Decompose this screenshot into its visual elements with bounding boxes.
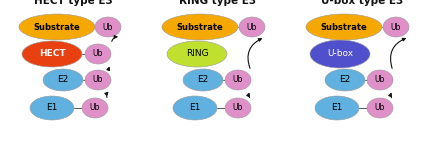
- Text: Substrate: Substrate: [320, 22, 368, 32]
- Text: Ub: Ub: [233, 103, 243, 112]
- Text: U-box: U-box: [327, 50, 353, 58]
- Ellipse shape: [85, 70, 111, 90]
- Ellipse shape: [19, 14, 95, 40]
- Text: Ub: Ub: [375, 103, 385, 112]
- Text: HECT: HECT: [39, 50, 65, 58]
- Ellipse shape: [306, 14, 382, 40]
- Text: Ub: Ub: [233, 76, 243, 85]
- Text: E1: E1: [331, 103, 343, 112]
- Text: E2: E2: [198, 76, 208, 85]
- Text: Ub: Ub: [391, 22, 401, 32]
- Text: Ub: Ub: [247, 22, 257, 32]
- Text: E1: E1: [189, 103, 201, 112]
- Ellipse shape: [30, 96, 74, 120]
- Ellipse shape: [167, 41, 227, 67]
- Text: E2: E2: [58, 76, 68, 85]
- Ellipse shape: [383, 17, 409, 37]
- Text: HECT type E3: HECT type E3: [34, 0, 112, 6]
- Ellipse shape: [22, 41, 82, 67]
- Text: RING type E3: RING type E3: [180, 0, 256, 6]
- Ellipse shape: [85, 44, 111, 64]
- Text: RING: RING: [186, 50, 208, 58]
- Ellipse shape: [225, 70, 251, 90]
- Ellipse shape: [315, 96, 359, 120]
- Ellipse shape: [367, 98, 393, 118]
- Text: Ub: Ub: [93, 50, 103, 58]
- Text: Substrate: Substrate: [34, 22, 80, 32]
- Ellipse shape: [82, 98, 108, 118]
- Ellipse shape: [225, 98, 251, 118]
- Ellipse shape: [367, 70, 393, 90]
- Text: Ub: Ub: [103, 22, 113, 32]
- Ellipse shape: [162, 14, 238, 40]
- Ellipse shape: [310, 40, 370, 68]
- Text: Ub: Ub: [375, 76, 385, 85]
- Text: E2: E2: [339, 76, 351, 85]
- Ellipse shape: [325, 69, 365, 91]
- Ellipse shape: [239, 17, 265, 37]
- Ellipse shape: [183, 69, 223, 91]
- Text: Ub: Ub: [93, 76, 103, 85]
- Text: U-box type E3: U-box type E3: [321, 0, 403, 6]
- Ellipse shape: [43, 69, 83, 91]
- Ellipse shape: [173, 96, 217, 120]
- Text: Substrate: Substrate: [177, 22, 223, 32]
- Text: Ub: Ub: [90, 103, 100, 112]
- Text: E1: E1: [46, 103, 58, 112]
- Ellipse shape: [95, 17, 121, 37]
